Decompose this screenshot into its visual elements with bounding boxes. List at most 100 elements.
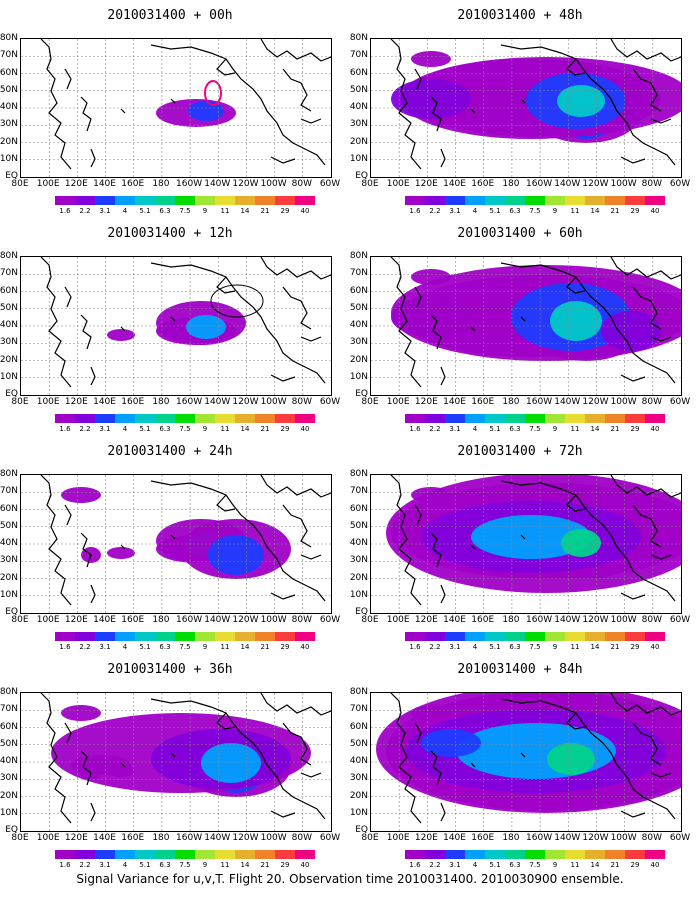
longitude-label: 80W [291,397,312,407]
colorbar-label: 21 [260,861,270,869]
colorbar-swatch [585,196,605,205]
colorbar-label: 29 [630,207,640,215]
longitude-label: 140E [93,397,116,407]
variance-contour-fill [421,729,481,757]
latitude-label: 20N [349,354,368,365]
colorbar-label: 3.1 [449,861,461,869]
coastline [390,39,422,170]
coastline [64,504,72,526]
colorbar-label: 29 [630,425,640,433]
colorbar-swatch [565,850,585,859]
coastline [40,693,72,824]
colorbar-label: 4 [472,207,478,215]
latitude-label: 40N [349,102,368,112]
longitude-label: 120W [232,615,259,625]
coastline [170,752,176,758]
colorbar-swatch [275,850,295,859]
map-panel: 2010031400 + 00h 80N 70N 60N 50N 40N 30N 20N 10N… [0,0,340,218]
coastline [566,58,586,76]
longitude-label: 140W [554,615,581,625]
colorbar [55,196,315,205]
coastline [270,374,296,382]
coastline [430,96,442,132]
longitude-label: 60W [319,833,341,843]
latitude-label: 50N [0,520,18,531]
colorbar-label: 9 [202,643,208,651]
latitude-label: EQ [355,171,368,181]
colorbar-label: 40 [650,643,660,651]
colorbar-swatch [215,414,235,423]
colorbar [405,414,665,423]
longitude-label: 160W [176,397,203,407]
latitude-label: 80N [349,251,368,261]
colorbar-label: 9 [202,861,208,869]
coastline [300,772,322,778]
longitude-label: 140W [204,397,231,407]
longitude-label: 100W [610,615,637,625]
colorbar-label: 11 [570,643,580,651]
coastline [500,44,676,166]
colorbar-swatch [75,632,95,641]
latitude-label: 20N [349,572,368,583]
colorbar-label: 6.3 [159,861,171,869]
colorbar-label: 7.5 [179,207,191,215]
longitude-label: 160W [526,179,553,189]
colorbar-label: 14 [590,425,600,433]
map-canvas [21,475,331,613]
longitude-label: 140E [443,397,466,407]
longitude-label: 140E [443,615,466,625]
longitude-label: 140W [204,833,231,843]
map-canvas [21,39,331,177]
colorbar-swatch [545,850,565,859]
panel-title: 2010031400 + 24h [107,444,233,459]
colorbar-swatch [425,850,445,859]
latitude-label: 70N [349,268,368,279]
colorbar-swatch [445,850,465,859]
colorbar-swatch [485,850,505,859]
longitude-label: 120W [582,615,609,625]
latitude-label: 10N [0,807,18,818]
colorbar-label: 21 [610,207,620,215]
latitude-label: 10N [349,153,368,164]
colorbar-label: 3.1 [99,643,111,651]
colorbar-swatch [75,196,95,205]
longitude-label: 120E [64,179,88,189]
longitude-label: 120E [64,615,88,625]
colorbar-label: 1.6 [409,643,421,651]
panel-title: 2010031400 + 12h [107,226,233,241]
latitude-label: 40N [0,320,18,330]
colorbar-label: 40 [650,207,660,215]
coastline [610,257,681,280]
latitude-label: 60N [0,285,18,296]
colorbar [55,850,315,859]
latitude-label: 80N [0,469,18,479]
panel-title: 2010031400 + 60h [457,226,583,241]
colorbar-labels: 1.6 2.2 3.1 4 5.1 6.3 7.5 9 11 14 21 29 40 [405,425,665,434]
variance-contour-fill [61,487,101,503]
colorbar-swatch [605,632,625,641]
latitude-label: 50N [349,84,368,95]
colorbar-label: 2.2 [429,643,441,651]
colorbar-label: 1.6 [409,861,421,869]
latitude-label: 60N [349,285,368,296]
coastline [414,286,422,308]
colorbar [405,850,665,859]
colorbar-label: 6.3 [159,643,171,651]
coastline [440,148,446,168]
coastline [632,286,662,330]
coastline [150,698,326,820]
colorbar-swatch [605,414,625,423]
colorbar-label: 4 [122,425,128,433]
latitude-label: 10N [349,589,368,600]
longitude-label: 120W [232,179,259,189]
latitude-label: EQ [355,389,368,399]
latitude-label: 20N [349,136,368,147]
variance-contour-fill [61,705,101,721]
colorbar-label: 3.1 [449,425,461,433]
longitude-label: 80E [11,397,29,407]
colorbar-label: 29 [280,207,290,215]
coastline [300,336,322,342]
colorbar-swatch [565,196,585,205]
colorbar-swatch [545,414,565,423]
colorbar-swatch [505,196,525,205]
